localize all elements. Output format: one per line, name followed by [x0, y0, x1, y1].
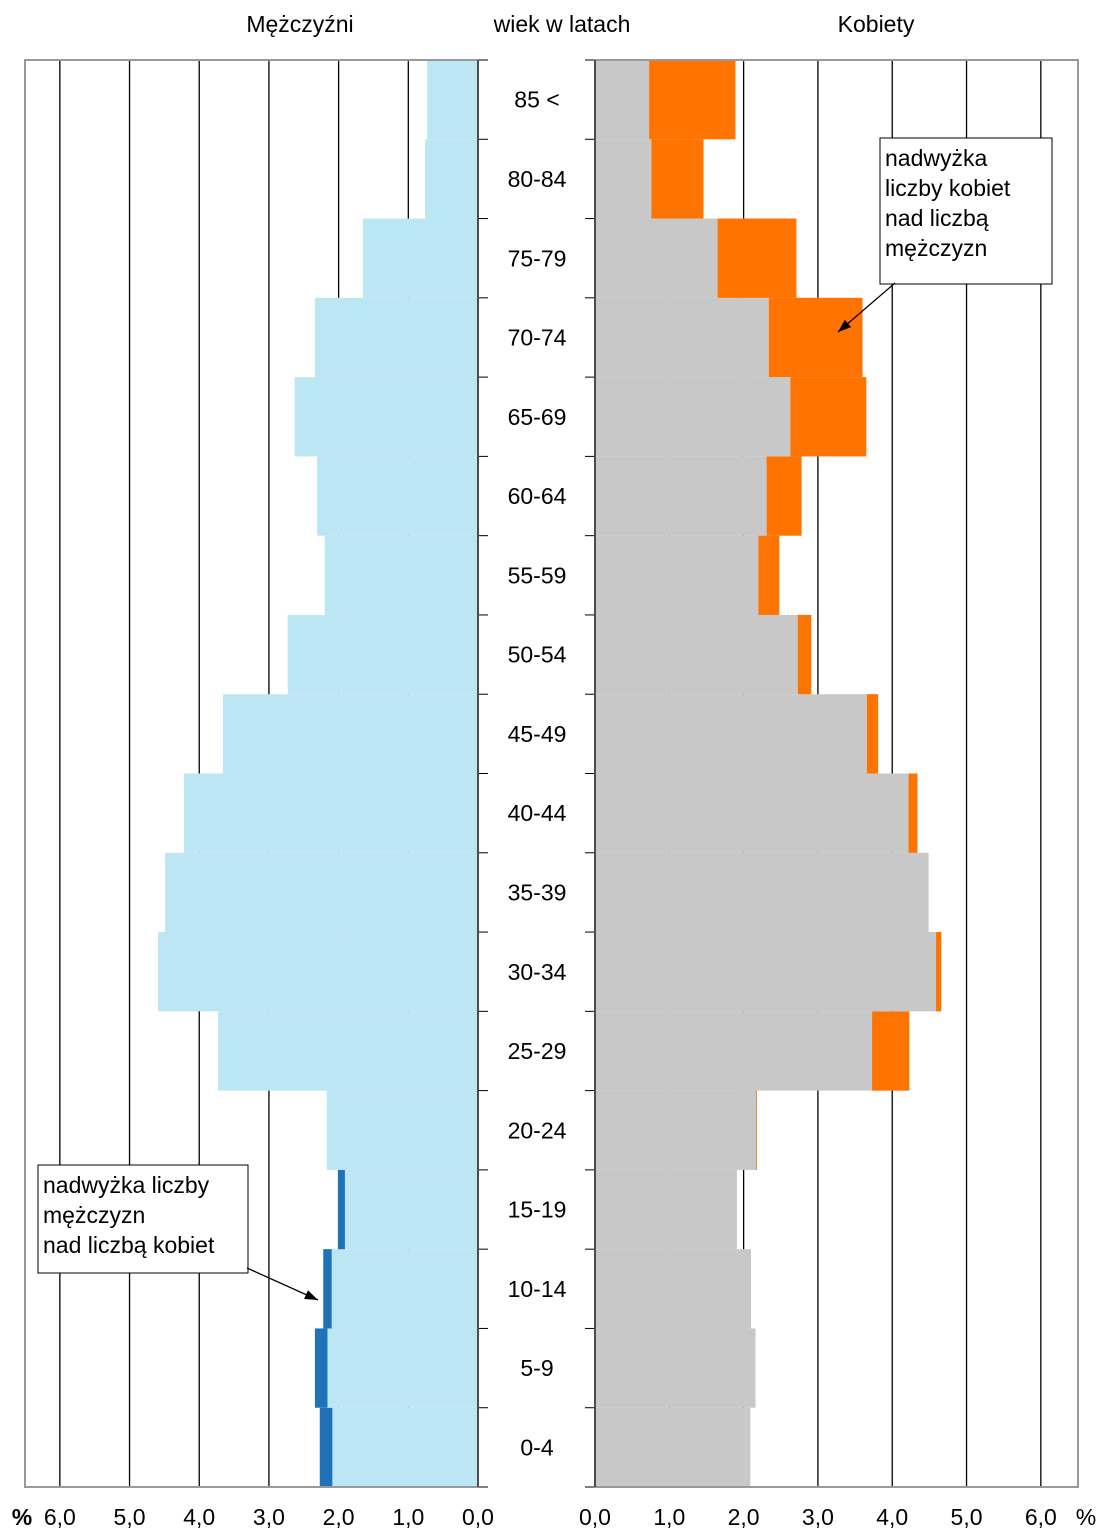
x-tick-label: 6,0 [44, 1504, 76, 1530]
women-bar [595, 1328, 756, 1408]
axis-title: wiek w latach [493, 11, 631, 37]
x-tick-label: 2,0 [728, 1504, 760, 1530]
x-tick-label: 1,0 [392, 1504, 424, 1530]
women-bar [595, 1169, 737, 1250]
women-bar [595, 614, 812, 695]
men-bar [425, 139, 478, 219]
age-label: 25-29 [508, 1038, 567, 1064]
men-excess-bar [323, 1249, 332, 1329]
women-title: Kobiety [838, 11, 915, 37]
annotation-box [37, 1164, 249, 1274]
women-excess-bar [649, 60, 736, 140]
men-bar [165, 852, 478, 933]
men-bar [294, 377, 478, 457]
men-excess-bar [314, 1328, 328, 1408]
women-bar [595, 932, 942, 1012]
women-excess-bar [651, 139, 704, 219]
age-label: 30-34 [508, 959, 567, 985]
men-bar [222, 694, 478, 774]
men-bar [287, 614, 478, 695]
x-unit: % [12, 1504, 32, 1530]
women-excess-bar [866, 694, 879, 774]
age-label: 55-59 [508, 562, 567, 588]
age-label: 20-24 [508, 1117, 567, 1143]
men-bar [323, 1249, 478, 1329]
annotation-text: nadwyżka [885, 145, 987, 171]
annotation-text: nad liczbą [885, 205, 989, 231]
age-label: 75-79 [508, 245, 567, 271]
women-excess-bar [717, 218, 797, 298]
women-bar [595, 535, 780, 615]
women-bar [595, 694, 879, 774]
age-label: 5-9 [520, 1355, 553, 1381]
men-bar [317, 456, 478, 536]
men-bar [326, 1090, 478, 1170]
women-bar [595, 1011, 910, 1091]
x-tick-label: 5,0 [114, 1504, 146, 1530]
arrow-head [304, 1290, 318, 1300]
arrow-head [838, 319, 852, 332]
age-label: 40-44 [508, 800, 567, 826]
x-tick-label: 3,0 [802, 1504, 834, 1530]
age-label: 50-54 [508, 642, 567, 668]
annotation-text: nadwyżka liczby [43, 1172, 210, 1198]
men-title: Mężczyźni [246, 11, 353, 37]
men-bar [314, 1328, 478, 1408]
age-label: 15-19 [508, 1197, 567, 1223]
men-bar [319, 1407, 478, 1487]
age-label: 60-64 [508, 483, 567, 509]
women-bar [595, 1249, 752, 1329]
men-bar [158, 932, 478, 1012]
men-bar [427, 60, 478, 140]
x-tick-label: 4,0 [183, 1504, 215, 1530]
women-excess-bar [758, 535, 780, 615]
annotation-box [879, 137, 1053, 285]
women-excess-bar [766, 456, 802, 536]
age-label: 0-4 [520, 1434, 553, 1460]
x-tick-label: 5,0 [951, 1504, 983, 1530]
annotation-text: mężczyzn [885, 235, 987, 261]
men-bar [218, 1011, 478, 1091]
men-bar [314, 297, 478, 378]
men-bar [183, 773, 478, 853]
age-label: 65-69 [508, 404, 567, 430]
men-bar [363, 218, 478, 298]
annotation-text: nad liczbą kobiet [43, 1232, 215, 1258]
x-tick-label: 2,0 [323, 1504, 355, 1530]
women-bar [595, 852, 929, 933]
x-tick-label: 4,0 [876, 1504, 908, 1530]
women-bar [595, 1407, 751, 1487]
age-label: 70-74 [508, 325, 567, 351]
women-excess-bar [790, 377, 867, 457]
women-excess-bar [768, 297, 863, 378]
x-tick-label: 0,0 [462, 1504, 494, 1530]
women-excess-bar [756, 1090, 757, 1170]
women-excess-bar [872, 1011, 910, 1091]
x-tick-label: 0,0 [579, 1504, 611, 1530]
age-label: 45-49 [508, 721, 567, 747]
women-excess-bar [936, 932, 942, 1012]
men-bar [324, 535, 478, 615]
age-label: 35-39 [508, 879, 567, 905]
men-bar [337, 1169, 478, 1250]
x-unit: % [1076, 1504, 1096, 1530]
age-label: 85 < [514, 87, 559, 113]
men-excess-bar [337, 1169, 345, 1250]
women-bar [595, 1090, 757, 1170]
x-tick-label: 6,0 [1025, 1504, 1057, 1530]
annotation-text: mężczyzn [43, 1202, 145, 1228]
age-label: 10-14 [508, 1276, 567, 1302]
women-bar [595, 773, 918, 853]
x-tick-label: 3,0 [253, 1504, 285, 1530]
women-excess-bar [908, 773, 918, 853]
annotation-text: liczby kobiet [885, 175, 1011, 201]
men-excess-bar [319, 1407, 333, 1487]
women-excess-bar [797, 614, 812, 695]
x-tick-label: 1,0 [653, 1504, 685, 1530]
age-label: 80-84 [508, 166, 567, 192]
